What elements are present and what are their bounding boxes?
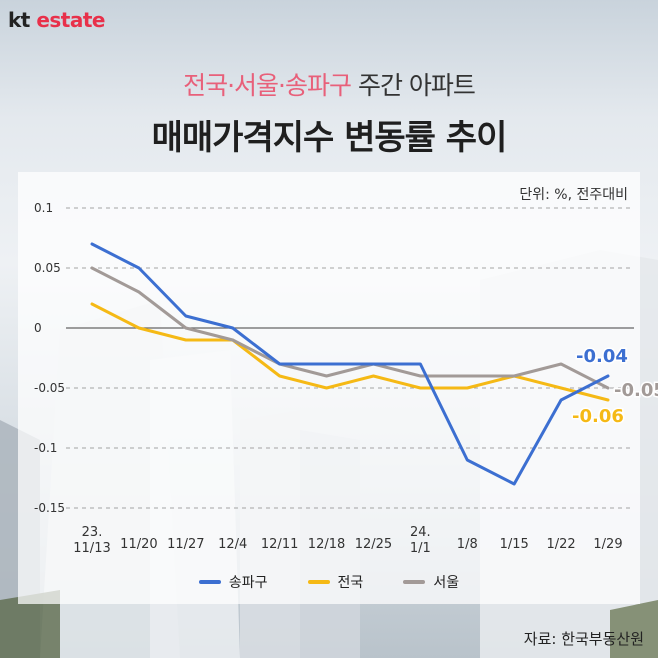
legend-label: 송파구 — [228, 575, 268, 591]
x-tick-label: 1/29 — [593, 537, 622, 552]
x-tick-label: 1/22 — [546, 537, 575, 552]
x-tick-label: 12/11 — [261, 537, 298, 552]
x-tick-label: 12/25 — [355, 537, 392, 552]
title-rest: 주간 아파트 — [351, 71, 476, 100]
x-tick-label: 11/20 — [120, 537, 157, 552]
chart-legend: 송파구 전국 서울 — [0, 572, 658, 592]
legend-swatch — [198, 580, 221, 584]
x-tick-label: 12/4 — [218, 537, 247, 552]
legend-swatch — [403, 580, 426, 584]
brand-estate: estate — [29, 8, 105, 32]
legend-swatch — [307, 580, 330, 584]
y-tick-label: 0.1 — [34, 201, 53, 215]
x-tick-label: 1/8 — [457, 537, 478, 552]
title-accent: 전국·서울·송파구 — [183, 71, 352, 100]
source-note: 자료: 한국부동산원 — [523, 630, 644, 648]
legend-item: 서울 — [403, 572, 459, 592]
chart-title-line1: 전국·서울·송파구 주간 아파트 — [0, 66, 658, 102]
legend-label: 전국 — [337, 575, 364, 591]
y-tick-label: -0.05 — [34, 381, 65, 395]
series-line-2 — [90, 266, 610, 390]
chart-title-line2: 매매가격지수 변동률 추이 — [151, 118, 508, 158]
y-tick-label: 0.05 — [34, 261, 61, 275]
brand-logo: kt estate — [8, 8, 106, 32]
y-tick-label: -0.1 — [34, 441, 57, 455]
unit-note: 단위: %, 전주대비 — [519, 187, 628, 203]
x-tick-label: 23. 11/13 — [73, 525, 110, 556]
series-line-0 — [90, 242, 610, 486]
x-tick-label: 11/27 — [167, 537, 204, 552]
y-tick-label: 0 — [34, 321, 42, 335]
y-tick-label: -0.15 — [34, 501, 65, 515]
x-tick-label: 1/15 — [500, 537, 529, 552]
legend-label: 서울 — [433, 575, 460, 591]
legend-item: 전국 — [307, 572, 364, 592]
legend-item: 송파구 — [198, 572, 268, 592]
x-tick-label: 12/18 — [308, 537, 345, 552]
end-label-2: -0.05 — [614, 380, 658, 401]
x-tick-label: 24. 1/1 — [410, 525, 431, 556]
brand-kt: kt — [8, 8, 30, 32]
end-label-0: -0.04 — [576, 346, 628, 367]
series-line-1 — [90, 302, 610, 402]
end-label-1: -0.06 — [572, 406, 624, 427]
